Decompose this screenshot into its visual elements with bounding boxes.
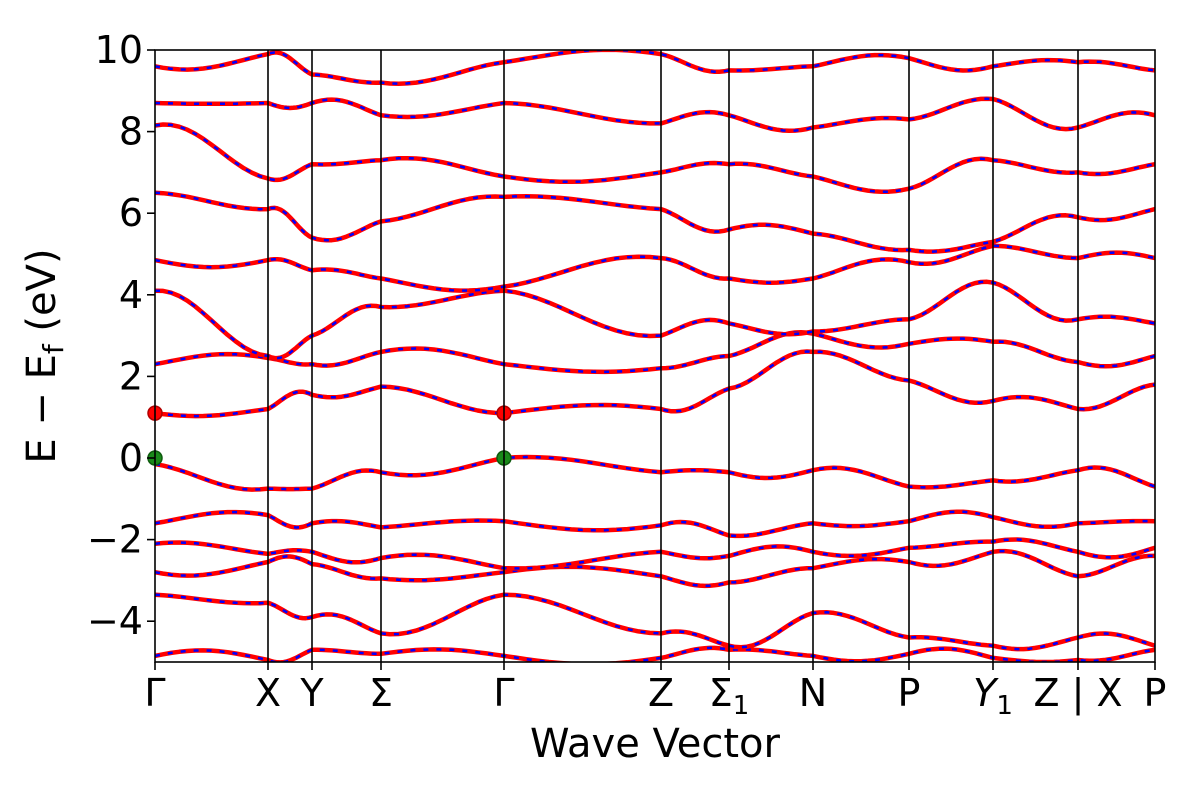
band-line-dashed-3 (155, 538, 1155, 570)
x-tick-label-0: Γ (144, 671, 165, 715)
y-tick-label-6: 8 (119, 110, 143, 154)
y-tick-label-0: −4 (87, 599, 143, 643)
x-tick-label-4: Γ (493, 671, 514, 715)
band-line-dashed-0 (155, 646, 1155, 662)
x-tick-label-11: P (1144, 671, 1167, 715)
y-tick-label-4: 4 (119, 273, 143, 317)
band-line-10 (155, 190, 1155, 254)
band-line-8 (155, 279, 1155, 361)
x-tick-label-7: N (799, 671, 827, 715)
band-line-4 (155, 509, 1155, 539)
y-axis: −4 −2 0 2 4 6 8 10 (87, 28, 155, 643)
y-tick-label-5: 6 (119, 191, 143, 235)
x-axis: Γ X Y Σ Γ Z Σ1 N P Y1 Z | X P (144, 662, 1166, 721)
x-tick-label-9: Y1 (973, 671, 1013, 721)
y-tick-label-7: 10 (95, 28, 143, 72)
band-line-dashed-12 (155, 97, 1155, 133)
band-line-dashed-2 (155, 549, 1155, 588)
x-tick-label-5: Z (648, 671, 674, 715)
band-line-dashed-8 (155, 280, 1155, 360)
band-line-dashed-1 (155, 593, 1155, 651)
x-tick-label-8: P (898, 671, 921, 715)
band-line-dashed-5 (155, 455, 1155, 491)
band-line-9 (155, 243, 1155, 293)
band-line-dashed-7 (155, 330, 1155, 374)
band-line-13 (155, 50, 1155, 86)
bands-layer (155, 50, 1155, 662)
y-axis-title-sub: f (37, 343, 70, 354)
band-line-dashed-9 (155, 244, 1155, 292)
band-line-12 (155, 96, 1155, 134)
y-tick-label-2: 0 (119, 436, 143, 480)
y-tick-label-3: 2 (119, 354, 143, 398)
y-axis-title-main: E − E (19, 354, 65, 464)
band-line-2 (155, 548, 1155, 589)
x-tick-label-10: Z | X (1033, 671, 1122, 716)
band-line-11 (155, 122, 1155, 195)
band-line-5 (155, 454, 1155, 492)
band-line-dashed-6 (155, 350, 1155, 418)
plot-frame (154, 49, 1156, 663)
band-line-dashed-4 (155, 510, 1155, 538)
band-line-3 (155, 537, 1155, 571)
high-symmetry-lines (267, 50, 1079, 662)
y-tick-label-1: −2 (87, 518, 143, 562)
band-line-1 (155, 592, 1155, 652)
y-axis-title: E − Ef (eV) (19, 248, 70, 463)
band-line-dashed-13 (155, 50, 1155, 85)
band-line-6 (155, 349, 1155, 419)
x-tick-label-2: Y (299, 671, 324, 715)
x-axis-title: Wave Vector (530, 721, 781, 767)
x-tick-label-1: X (255, 671, 281, 715)
band-line-dashed-10 (155, 191, 1155, 253)
y-axis-title-unit: (eV) (19, 248, 65, 344)
x-tick-label-6: Σ1 (709, 671, 750, 721)
x-tick-label-3: Σ (369, 671, 393, 715)
band-line-dashed-11 (155, 123, 1155, 194)
